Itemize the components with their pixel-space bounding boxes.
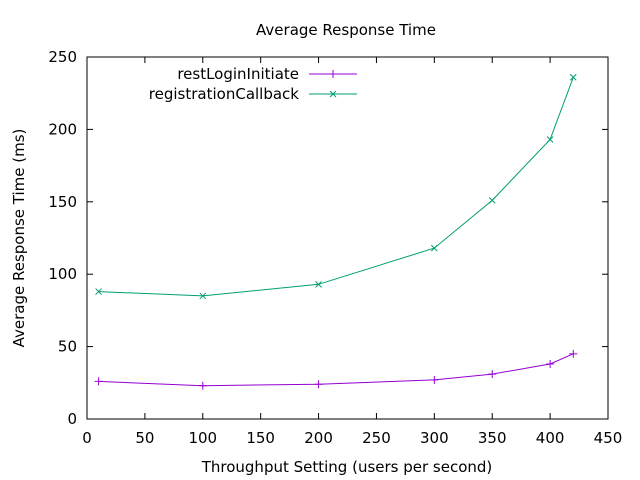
data-point-registrationCallback: [199, 292, 207, 300]
y-tick-label: 200: [48, 120, 77, 138]
y-tick-label: 250: [48, 48, 77, 66]
x-tick-label: 150: [246, 429, 275, 447]
data-point-restLoginInitiate: [488, 370, 497, 379]
data-point-registrationCallback: [488, 196, 496, 204]
x-tick-label: 450: [594, 429, 623, 447]
x-tick-label: 250: [362, 429, 391, 447]
data-point-restLoginInitiate: [430, 375, 439, 384]
data-point-restLoginInitiate: [314, 380, 323, 389]
x-tick-label: 50: [135, 429, 154, 447]
data-point-registrationCallback: [569, 73, 577, 81]
x-tick-label: 0: [82, 429, 92, 447]
x-tick-label: 400: [536, 429, 565, 447]
x-tick-label: 300: [420, 429, 449, 447]
data-point-registrationCallback: [430, 244, 438, 252]
legend: restLoginInitiate registrationCallback: [149, 65, 357, 103]
x-tick-label: 350: [478, 429, 507, 447]
legend-marker: [329, 90, 337, 98]
legend-marker: [329, 70, 337, 78]
data-point-registrationCallback: [315, 280, 322, 288]
data-point-restLoginInitiate: [569, 349, 578, 358]
y-axis: 0 50 100 150 200 250: [48, 48, 608, 428]
y-axis-label: Average Response Time (ms): [10, 129, 28, 348]
series-line-restLoginInitiate: [98, 353, 574, 387]
y-tick-label: 150: [48, 193, 77, 211]
x-tick-label: 100: [188, 429, 217, 447]
data-point-registrationCallback: [95, 288, 102, 295]
series-line-registrationCallback: [98, 77, 574, 297]
series-layer: [94, 73, 578, 390]
chart-title: Average Response Time: [256, 21, 436, 39]
y-tick-label: 50: [58, 338, 77, 356]
x-axis: 0 50 100 150 200 250 300 350 400 450: [82, 57, 622, 447]
data-point-restLoginInitiate: [546, 359, 555, 368]
y-tick-label: 0: [67, 410, 77, 428]
y-tick-label: 100: [48, 265, 77, 283]
x-axis-label: Throughput Setting (users per second): [201, 458, 493, 476]
data-point-registrationCallback: [546, 136, 554, 143]
legend-label: restLoginInitiate: [177, 65, 299, 83]
plot-frame: [86, 56, 609, 420]
legend-label: registrationCallback: [149, 85, 300, 103]
x-tick-label: 200: [304, 429, 333, 447]
data-point-restLoginInitiate: [198, 381, 207, 390]
data-point-restLoginInitiate: [94, 377, 103, 386]
